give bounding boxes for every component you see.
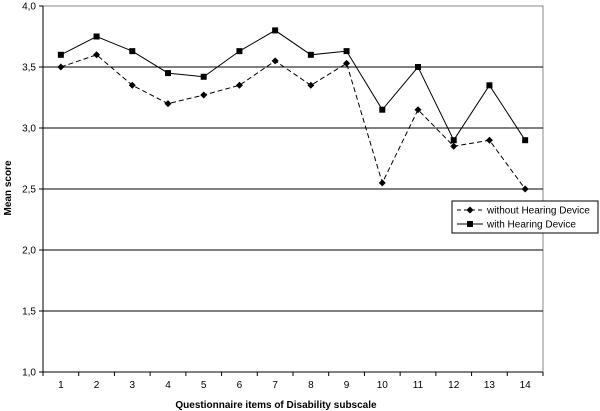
data-point-without xyxy=(378,179,386,187)
data-point-with xyxy=(236,48,243,55)
data-point-with xyxy=(522,137,529,144)
data-point-with xyxy=(379,106,386,113)
x-tick-label: 4 xyxy=(165,380,171,391)
data-point-without xyxy=(414,106,422,114)
y-tick-label: 1,5 xyxy=(22,307,36,318)
x-tick-label: 8 xyxy=(308,380,314,391)
y-tick-label: 2,5 xyxy=(22,185,36,196)
data-point-without xyxy=(128,81,136,89)
data-point-without xyxy=(93,51,101,59)
y-tick-label: 1,0 xyxy=(22,368,36,379)
y-tick-label: 2,0 xyxy=(22,246,36,257)
data-point-without xyxy=(450,142,458,150)
data-point-without xyxy=(57,63,65,71)
data-point-with xyxy=(57,51,64,58)
series-line-with xyxy=(60,29,526,142)
x-axis-title: Questionnaire items of Disability subsca… xyxy=(175,400,377,411)
data-point-with xyxy=(343,48,350,55)
series-line-without xyxy=(60,54,526,190)
x-tick-label: 2 xyxy=(94,380,100,391)
x-tick-label: 1 xyxy=(58,380,64,391)
data-point-with xyxy=(165,70,171,77)
x-tick-label: 10 xyxy=(377,380,389,391)
x-tick-label: 13 xyxy=(484,380,496,391)
x-tick-label: 11 xyxy=(413,380,424,391)
y-tick-label: 3,5 xyxy=(22,63,36,74)
data-point-without xyxy=(343,59,351,67)
x-tick-label: 12 xyxy=(448,380,460,391)
legend-marker-without xyxy=(466,206,474,214)
legend: without Hearing Device with Hearing Devi… xyxy=(451,200,599,234)
data-point-without xyxy=(164,100,172,108)
x-tick-label: 5 xyxy=(201,380,207,391)
grid-lines xyxy=(43,66,543,312)
data-point-without xyxy=(485,136,493,144)
y-axis-ticks: 1,0 1,5 2,0 2,5 3,0 3,5 4,0 xyxy=(22,2,43,379)
data-point-with xyxy=(450,137,457,144)
legend-box xyxy=(451,200,599,234)
legend-label-without: without Hearing Device xyxy=(486,206,590,217)
data-point-without xyxy=(200,91,208,99)
y-axis-title: Mean score xyxy=(3,160,14,215)
x-tick-label: 6 xyxy=(237,380,243,391)
y-tick-label: 4,0 xyxy=(22,2,36,13)
data-point-without xyxy=(235,81,243,89)
y-tick-label: 3,0 xyxy=(22,124,36,135)
x-tick-label: 3 xyxy=(130,380,136,391)
x-axis-ticks: 1 2 3 4 5 6 7 8 9 10 11 12 13 14 xyxy=(42,372,544,391)
data-point-with xyxy=(129,48,136,55)
data-point-without xyxy=(521,185,529,193)
series-layer xyxy=(57,27,529,193)
x-tick-label: 7 xyxy=(272,380,278,391)
data-point-with xyxy=(307,51,314,58)
x-tick-label: 9 xyxy=(344,380,350,391)
data-point-with xyxy=(93,33,100,40)
data-point-with xyxy=(415,64,421,70)
data-point-with xyxy=(200,73,207,80)
x-tick-label: 14 xyxy=(520,380,532,391)
data-point-with xyxy=(486,82,493,89)
legend-label-with: with Hearing Device xyxy=(486,220,576,231)
data-point-with xyxy=(272,27,279,34)
data-point-without xyxy=(307,81,315,89)
legend-marker-with xyxy=(467,221,473,227)
data-point-without xyxy=(271,57,279,65)
